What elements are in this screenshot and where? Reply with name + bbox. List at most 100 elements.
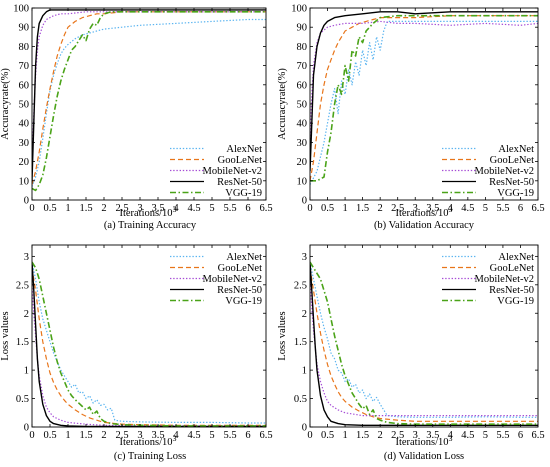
x-tick-label: 1 xyxy=(342,430,347,441)
legend-label: MobileNet-v2 xyxy=(203,274,263,285)
y-tick-label: 50 xyxy=(297,100,308,111)
x-tick-label: 0 xyxy=(307,203,312,214)
legend-label: VGG-19 xyxy=(497,188,534,199)
legend-label: AlexNet xyxy=(226,252,262,263)
x-tick-label: 3 xyxy=(413,203,418,214)
legend-label: GooLeNet xyxy=(490,263,534,274)
series-line-mobilenet-v2 xyxy=(310,20,538,143)
y-tick-label: 0 xyxy=(24,196,29,207)
series-line-resnet-50 xyxy=(310,11,538,172)
x-axis-title-text: Iterations/10 xyxy=(119,437,172,448)
legend-label: ResNet-50 xyxy=(217,177,262,188)
series-line-alexnet xyxy=(310,20,538,185)
series-line-mobilenet-v2 xyxy=(32,11,266,162)
legend-label: MobileNet-v2 xyxy=(475,166,535,177)
series-line-vgg-19 xyxy=(32,11,266,192)
y-tick-label: 2 xyxy=(302,309,307,320)
x-tick-label: 2 xyxy=(101,203,106,214)
x-tick-label: 3 xyxy=(137,430,142,441)
legend-label: AlexNet xyxy=(498,252,534,263)
x-tick-label: 6 xyxy=(518,203,523,214)
x-axis-title-text: Iterations/10 xyxy=(119,208,172,219)
y-tick-label: 60 xyxy=(297,80,308,91)
series-line-resnet-50 xyxy=(310,262,538,426)
x-tick-label: 4.5 xyxy=(187,203,200,214)
x-tick-label: 5 xyxy=(483,203,488,214)
y-axis-title: Loss values xyxy=(0,311,11,360)
panel-caption: (c) Training Loss xyxy=(114,451,186,462)
legend-label: GooLeNet xyxy=(218,155,262,166)
x-tick-label: 0.5 xyxy=(321,203,334,214)
series-line-goolenet xyxy=(310,267,538,422)
chart-panel-2: 0 0.5 1 1.5 2 2.5 3 3.5 4 4.5 5 5.5 6 6.5 0 0.5 1 1.5 2 2.5… xyxy=(0,244,273,462)
x-tick-label: 4 xyxy=(173,430,179,441)
y-tick-label: 40 xyxy=(19,119,30,130)
y-tick-label: 0 xyxy=(302,196,307,207)
series-line-mobilenet-v2 xyxy=(310,279,538,417)
x-tick-label: 1.5 xyxy=(356,430,369,441)
x-tick-label: 3.5 xyxy=(426,430,439,441)
series-line-vgg-19 xyxy=(32,261,266,427)
y-axis-title: Accuracyrate(%) xyxy=(0,68,11,140)
x-tick-label: 2.5 xyxy=(115,203,128,214)
x-tick-label: 4 xyxy=(448,203,454,214)
x-tick-label: 1.5 xyxy=(79,203,92,214)
y-tick-label: 3 xyxy=(302,252,307,263)
x-tick-label: 0 xyxy=(29,430,34,441)
y-tick-label: 70 xyxy=(19,61,30,72)
x-tick-label: 6.5 xyxy=(259,203,272,214)
x-axis-title: Iterations/103 xyxy=(395,434,452,448)
y-tick-label: 1.5 xyxy=(294,337,307,348)
legend: AlexNetGooLeNetMobileNet-v2ResNet-50VGG-… xyxy=(170,144,262,199)
y-tick-label: 90 xyxy=(297,23,308,34)
x-tick-label: 2 xyxy=(101,430,106,441)
series-line-alexnet xyxy=(32,261,266,424)
y-axis-title: Accuracyrate(%) xyxy=(277,68,288,140)
x-tick-label: 3.5 xyxy=(151,430,164,441)
x-tick-label: 1.5 xyxy=(356,203,369,214)
chart-panel-3: 0 0.5 1 1.5 2 2.5 3 3.5 4 4.5 5 5.5 6 6.5 0 0.5 1 1.5 2 2.5… xyxy=(277,244,545,462)
chart-panel-1: 0 0.5 1 1.5 2 2.5 3 3.5 4 4.5 5 5.5 6 6.5 0 10 20 30 40 50 6… xyxy=(277,4,545,232)
panel-caption: (b) Validation Accuracy xyxy=(374,220,475,231)
legend: AlexNetGooLeNetMobileNet-v2ResNet-50VGG-… xyxy=(442,252,534,307)
x-tick-label: 6 xyxy=(245,203,250,214)
y-tick-label: 10 xyxy=(19,176,30,187)
x-tick-label: 3.5 xyxy=(426,203,439,214)
x-tick-label: 0 xyxy=(29,203,34,214)
legend-label: VGG-19 xyxy=(225,188,262,199)
x-tick-label: 2.5 xyxy=(391,203,404,214)
x-tick-label: 2 xyxy=(378,430,383,441)
panel-caption: (d) Validation Loss xyxy=(384,451,464,462)
y-tick-label: 2.5 xyxy=(16,280,29,291)
series-line-resnet-50 xyxy=(32,9,266,181)
x-axis-title: Iterations/103 xyxy=(119,434,176,448)
legend: AlexNetGooLeNetMobileNet-v2ResNet-50VGG-… xyxy=(170,252,262,307)
series-line-vgg-19 xyxy=(310,14,538,182)
y-tick-label: 0.5 xyxy=(16,394,29,405)
x-tick-label: 2 xyxy=(378,203,383,214)
x-tick-label: 1 xyxy=(65,430,70,441)
y-tick-label: 0 xyxy=(302,423,307,434)
y-tick-label: 1 xyxy=(24,366,29,377)
x-tick-label: 2.5 xyxy=(115,430,128,441)
x-tick-label: 4.5 xyxy=(461,203,474,214)
x-tick-label: 5 xyxy=(209,203,214,214)
x-tick-label: 5 xyxy=(209,430,214,441)
x-tick-label: 4.5 xyxy=(461,430,474,441)
legend-label: ResNet-50 xyxy=(489,177,534,188)
x-tick-label: 6.5 xyxy=(259,430,272,441)
y-tick-label: 30 xyxy=(19,138,30,149)
legend-label: GooLeNet xyxy=(490,155,534,166)
x-tick-label: 5.5 xyxy=(496,430,509,441)
legend: AlexNetGooLeNetMobileNet-v2ResNet-50VGG-… xyxy=(442,144,534,199)
legend-label: GooLeNet xyxy=(218,263,262,274)
legend-label: AlexNet xyxy=(498,144,534,155)
x-tick-label: 2.5 xyxy=(391,430,404,441)
x-tick-label: 4 xyxy=(173,203,179,214)
x-axis-title-sup: 3 xyxy=(449,434,453,443)
y-tick-label: 70 xyxy=(297,61,308,72)
panel-caption: (a) Training Accuracy xyxy=(104,220,197,231)
plot-frame xyxy=(31,244,267,428)
x-tick-label: 4 xyxy=(448,430,454,441)
